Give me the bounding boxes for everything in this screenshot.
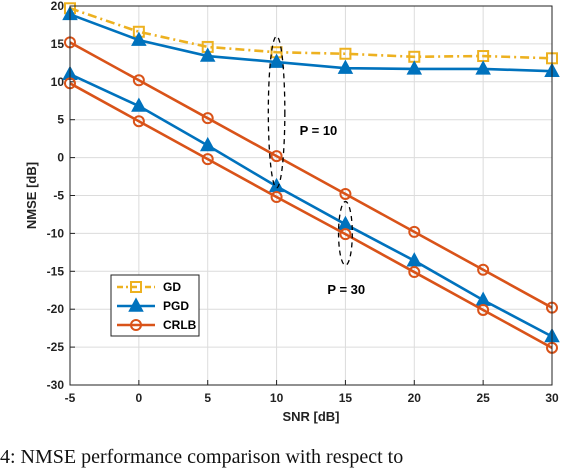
y-tick-label: 5: [57, 113, 64, 127]
tick-labels: -5 0 5 10 15 20 25 30 -30 -25 -20 -15 -10 -5 0 5 10 15 20: [47, 0, 559, 405]
data-point: [268, 53, 285, 68]
legend-marker: [130, 281, 142, 293]
y-tick-label: 10: [51, 75, 65, 89]
x-tick-label: 0: [136, 391, 143, 405]
series-crlb-4: [64, 77, 558, 354]
data-point: [477, 263, 490, 276]
annotation-ellipse: [337, 200, 353, 266]
annotation-label: P = 30: [327, 282, 365, 297]
legend-entry-crlb: CRLB: [117, 318, 197, 332]
data-point: [475, 291, 491, 306]
annotation-label: P = 10: [300, 123, 338, 138]
data-point: [406, 252, 423, 267]
legend-marker: [130, 319, 142, 331]
legend-entry-gd: GD: [117, 280, 181, 294]
data-point: [337, 59, 354, 74]
figure-caption: 4: NMSE performance comparison with resp…: [0, 446, 404, 468]
annotations: P = 10 P = 30: [267, 35, 365, 297]
nmse-chart: -5 0 5 10 15 20 25 30-30-25-20-15-10-505101520 …: [24, 0, 560, 424]
y-tick-label: -20: [47, 302, 65, 316]
data-point: [131, 97, 147, 112]
data-point: [339, 187, 352, 200]
series-line: [69, 7, 553, 60]
y-tick-label: 15: [51, 37, 65, 51]
annotation-ellipse: [267, 35, 286, 189]
y-tick-label: -30: [47, 378, 65, 392]
data-point: [201, 153, 214, 166]
data-point: [337, 215, 354, 231]
data-point: [199, 47, 216, 62]
data-point: [408, 225, 421, 238]
x-axis-label: SNR [dB]: [282, 409, 339, 424]
data-point: [477, 303, 490, 316]
x-tick-label: 25: [476, 391, 490, 405]
x-tick-label: 15: [339, 391, 353, 405]
data-point: [131, 31, 147, 46]
data-point: [408, 266, 421, 279]
series-pgd-1: [62, 5, 560, 77]
series-line: [69, 13, 553, 73]
data-point: [270, 191, 283, 204]
legend-label: CRLB: [163, 318, 197, 332]
y-tick-label: -25: [47, 340, 65, 354]
series-group: [62, 2, 560, 354]
data-point: [201, 112, 214, 125]
series-line: [69, 73, 553, 338]
x-tick-label: 30: [545, 391, 559, 405]
legend: GD PGD CRLB: [110, 274, 200, 337]
y-tick-label: -10: [47, 226, 65, 240]
data-point: [132, 74, 145, 87]
legend-entry-pgd: PGD: [117, 297, 189, 313]
data-point: [475, 60, 491, 75]
x-tick-label: 5: [204, 391, 211, 405]
y-axis-label: NMSE [dB]: [24, 162, 39, 229]
data-point: [132, 115, 145, 128]
legend-marker: [128, 297, 144, 312]
series-line: [69, 41, 553, 309]
x-tick-label: -5: [65, 391, 76, 405]
series-line: [69, 82, 553, 349]
plot-frame: [69, 5, 553, 386]
y-tick-label: -15: [47, 264, 65, 278]
data-point: [268, 177, 285, 193]
y-tick-label: 20: [51, 0, 65, 13]
x-tick-label: 20: [408, 391, 422, 405]
y-tick-label: 0: [57, 151, 64, 165]
x-tick-label: 10: [270, 391, 284, 405]
data-point: [339, 228, 352, 241]
y-tick-label: -5: [53, 189, 64, 203]
legend-label: GD: [163, 280, 181, 294]
data-point: [406, 60, 423, 75]
data-point: [270, 150, 283, 163]
data-point: [199, 136, 216, 152]
data-point: [339, 47, 352, 60]
legend-label: PGD: [163, 299, 189, 313]
